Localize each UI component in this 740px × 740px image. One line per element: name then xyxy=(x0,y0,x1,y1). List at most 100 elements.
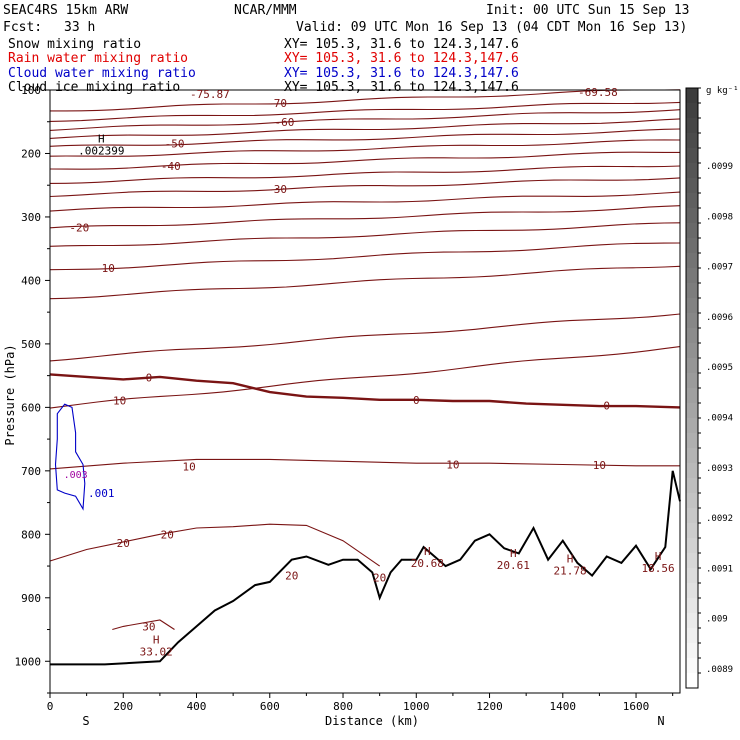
field-xy-cloudice: XY= 105.3, 31.6 to 124.3,147.6 xyxy=(284,80,519,95)
colorbar-swatch xyxy=(686,298,698,314)
cloud-water-line xyxy=(54,403,86,511)
zero-isotherm-label: 0 xyxy=(413,394,420,407)
isotherm-label: 10 xyxy=(593,459,606,472)
isotherm-line xyxy=(49,205,681,229)
y-tick-label: 600 xyxy=(21,401,41,414)
center-label: NCAR/MMM xyxy=(234,3,297,18)
y-tick-label: 300 xyxy=(21,211,41,224)
colorbar-swatch xyxy=(686,568,698,584)
forecast-hours: 33 h xyxy=(64,20,96,35)
isotherm-line xyxy=(49,118,681,139)
isotherm-label: -40 xyxy=(161,160,181,173)
colorbar-label: .0094 xyxy=(706,414,733,424)
colorbar-swatch xyxy=(686,253,698,269)
maximum-marker: H xyxy=(567,552,574,565)
isotherm-label: 30 xyxy=(142,620,155,633)
colorbar-swatch xyxy=(686,103,698,119)
colorbar-swatch xyxy=(686,433,698,449)
colorbar-swatch xyxy=(686,358,698,374)
y-axis-title: Pressure (hPa) xyxy=(3,344,17,445)
field-name-rain: Rain water mixing ratio xyxy=(8,51,189,66)
y-tick-label: 500 xyxy=(21,338,41,351)
terrain-line xyxy=(50,470,681,666)
colorbar-swatch xyxy=(686,313,698,329)
maximum-marker: H xyxy=(153,634,160,647)
colorbar-swatch xyxy=(686,658,698,674)
x-tick-label: 1200 xyxy=(476,700,503,713)
plot-frame xyxy=(49,89,681,694)
y-tick-label: 1000 xyxy=(15,655,42,668)
isotherm-line xyxy=(49,458,680,470)
forecast-label: Fcst: xyxy=(3,20,43,35)
maximum-value: 33.02 xyxy=(140,646,173,659)
colorbar-swatch xyxy=(686,508,698,524)
field-xy-snow: XY= 105.3, 31.6 to 124.3,147.6 xyxy=(284,37,519,52)
isotherm-line xyxy=(49,222,681,247)
colorbar-swatch xyxy=(686,538,698,554)
init-time: Init: 00 UTC Sun 15 Sep 13 xyxy=(486,3,690,18)
colorbar-swatch xyxy=(686,403,698,419)
maximum-value: .002399 xyxy=(78,144,124,157)
colorbar-swatch xyxy=(686,118,698,134)
colorbar-label: .009 xyxy=(706,615,728,625)
right-endpoint-label: N xyxy=(657,714,664,728)
x-tick-label: 1000 xyxy=(403,700,430,713)
colorbar-swatch xyxy=(686,193,698,209)
colorbar-swatch xyxy=(686,598,698,614)
isotherm-label: -60 xyxy=(274,116,294,129)
maximum-value: 18.56 xyxy=(641,562,674,575)
x-tick-label: 200 xyxy=(113,700,133,713)
y-tick-label: 200 xyxy=(21,147,41,160)
y-tick-label: 800 xyxy=(21,528,41,541)
colorbar-label: .0091 xyxy=(706,564,733,574)
top-left-value: -75.87 xyxy=(190,88,230,101)
colorbar-swatch xyxy=(686,388,698,404)
colorbar-label: .0092 xyxy=(706,514,733,524)
y-tick-label: 900 xyxy=(21,592,41,605)
field-name-cloudice: Cloud ice mixing ratio xyxy=(8,80,181,95)
terrain-surface xyxy=(50,470,681,666)
maximum-marker: H xyxy=(510,547,517,560)
colorbar-swatch xyxy=(686,223,698,239)
colorbar-swatch xyxy=(686,178,698,194)
x-tick-label: 1600 xyxy=(623,700,650,713)
isotherm-line xyxy=(49,346,681,409)
colorbar-swatch xyxy=(686,628,698,644)
colorbar-swatch xyxy=(686,553,698,569)
plot-axes: 0 200 400 600 800 1000 1200 1400 160010020030040… xyxy=(15,84,681,713)
isotherm-line xyxy=(49,523,381,567)
x-axis-title: Distance (km) xyxy=(325,714,419,728)
colorbar-swatch xyxy=(686,643,698,659)
colorbar-swatch xyxy=(686,478,698,494)
isotherm-label: -50 xyxy=(165,138,185,151)
isotherm-label: -30 xyxy=(267,183,287,196)
x-tick-label: 400 xyxy=(187,700,207,713)
colorbar-swatch xyxy=(686,493,698,509)
y-tick-label: 100 xyxy=(21,84,41,97)
isotherm-label: 20 xyxy=(161,528,174,541)
colorbar-label: .0098 xyxy=(706,212,733,222)
x-tick-label: 600 xyxy=(260,700,280,713)
contour-label: 20 xyxy=(373,571,386,584)
contour-label: 20 xyxy=(285,570,298,583)
isotherm-label: 10 xyxy=(446,458,459,471)
colorbar-swatch xyxy=(686,88,698,104)
left-endpoint-label: S xyxy=(82,714,89,728)
zero-isotherm-line xyxy=(49,373,681,409)
maximum-marker: H xyxy=(98,132,105,145)
maximum-value: 20.68 xyxy=(411,557,444,570)
field-name-cloudwater: Cloud water mixing ratio xyxy=(8,66,196,81)
zero-isotherm-label: 0 xyxy=(146,372,153,385)
field-name-snow: Snow mixing ratio xyxy=(8,37,142,52)
maximum-marker: H xyxy=(655,550,662,563)
colorbar-label: .0089 xyxy=(706,665,733,675)
colorbar-swatch xyxy=(686,133,698,149)
model-title: SEAC4RS 15km ARW xyxy=(3,3,129,18)
colorbar-label: .0095 xyxy=(706,363,733,373)
colorbar-label: .0096 xyxy=(706,313,733,323)
isotherm-line xyxy=(50,89,681,112)
cloud-water-contour: .001.003 xyxy=(54,403,115,511)
isotherm-label: 10 xyxy=(183,460,196,473)
colorbar-swatch xyxy=(686,328,698,344)
